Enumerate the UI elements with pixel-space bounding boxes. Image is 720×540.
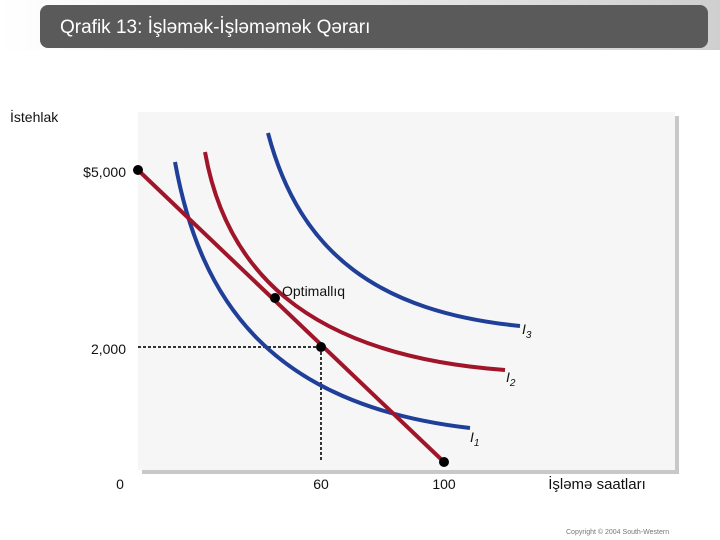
plot-area bbox=[138, 112, 675, 470]
point bbox=[439, 457, 449, 467]
point bbox=[316, 342, 326, 352]
x-tick-label: 100 bbox=[432, 476, 456, 492]
curve-label: I2 bbox=[506, 369, 516, 389]
x-tick-label: 60 bbox=[313, 476, 329, 492]
annotation: Optimallıq bbox=[282, 283, 345, 299]
budget-line bbox=[136, 168, 446, 464]
x-axis-label: İşləmə saatları bbox=[548, 475, 646, 493]
point bbox=[270, 293, 280, 303]
curve-label: I3 bbox=[522, 321, 532, 341]
copyright: Copyright © 2004 South-Western bbox=[566, 528, 669, 536]
y-tick-label: $5,000 bbox=[83, 164, 126, 180]
indifference-curve bbox=[203, 151, 506, 372]
y-tick-label: 2,000 bbox=[91, 341, 126, 357]
indifference-curve bbox=[266, 132, 521, 328]
y-axis-label: İstehlak bbox=[10, 108, 59, 125]
title: Qrafik 13: İşləmək-İşləməmək Qərarı bbox=[60, 17, 370, 38]
point bbox=[133, 165, 143, 175]
title-bar bbox=[40, 5, 708, 48]
curve-label: I1 bbox=[470, 429, 479, 449]
origin-label: 0 bbox=[116, 476, 124, 492]
